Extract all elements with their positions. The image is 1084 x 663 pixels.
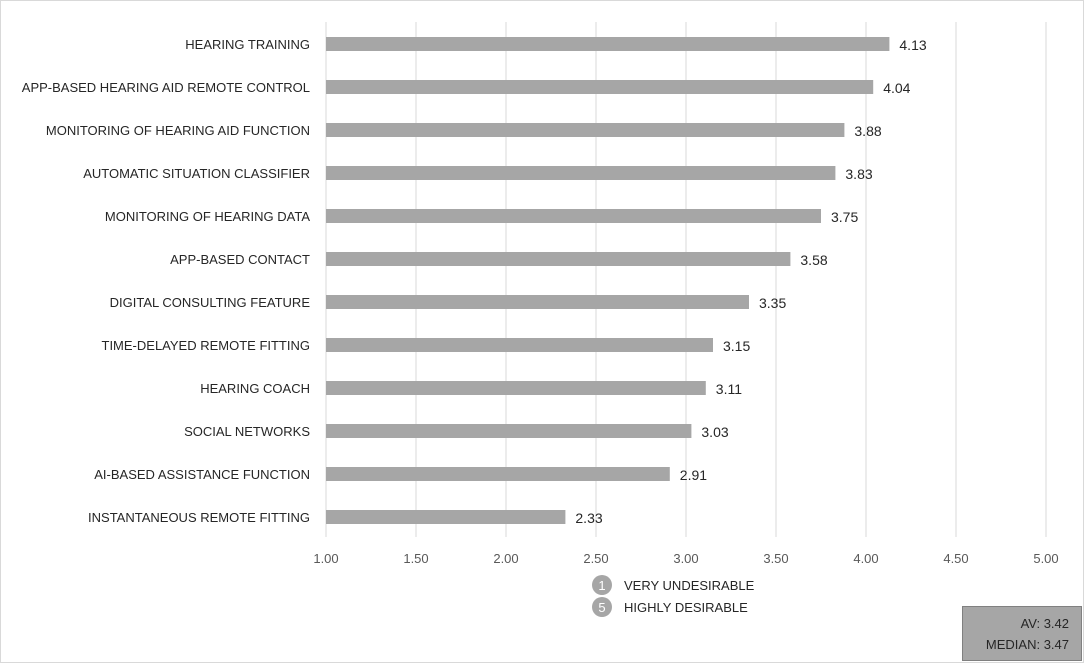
bar xyxy=(326,295,749,309)
legend-item-very-undesirable: 1 VERY UNDESIRABLE xyxy=(592,575,754,595)
labels: 1.00 1.50 2.00 2.50 3.00 3.50 4.00 4.50 5.00 HEAR… xyxy=(22,37,1059,566)
bar xyxy=(326,123,845,137)
category-label: MONITORING OF HEARING AID FUNCTION xyxy=(46,123,310,138)
category-label: HEARING TRAINING xyxy=(185,37,310,52)
bar xyxy=(326,37,890,51)
data-label: 3.75 xyxy=(831,209,858,225)
legend-circle-icon: 1 xyxy=(592,575,612,595)
x-tick-label: 1.00 xyxy=(313,551,338,566)
data-label: 3.11 xyxy=(716,381,742,397)
data-label: 2.33 xyxy=(575,510,602,526)
category-label: AUTOMATIC SITUATION CLASSIFIER xyxy=(83,166,310,181)
category-label: AI-BASED ASSISTANCE FUNCTION xyxy=(94,467,310,482)
legend-label: HIGHLY DESIRABLE xyxy=(624,599,748,615)
average-stat: AV: 3.42 xyxy=(1020,615,1069,631)
legend-circle-icon: 5 xyxy=(592,597,612,617)
bar xyxy=(326,166,836,180)
category-label: APP-BASED CONTACT xyxy=(170,252,310,267)
x-tick-label: 3.50 xyxy=(763,551,788,566)
gridlines xyxy=(325,22,1047,537)
data-label: 2.91 xyxy=(680,467,707,483)
category-label: INSTANTANEOUS REMOTE FITTING xyxy=(88,510,310,525)
category-label: TIME-DELAYED REMOTE FITTING xyxy=(102,338,311,353)
category-label: SOCIAL NETWORKS xyxy=(184,424,310,439)
median-stat: MEDIAN: 3.47 xyxy=(985,636,1069,652)
x-tick-label: 1.50 xyxy=(403,551,428,566)
legend-label: VERY UNDESIRABLE xyxy=(624,577,755,593)
bar xyxy=(326,252,791,266)
data-label: 3.83 xyxy=(845,166,872,182)
data-label: 4.13 xyxy=(899,37,926,53)
x-tick-label: 5.00 xyxy=(1033,551,1058,566)
category-label: APP-BASED HEARING AID REMOTE CONTROL xyxy=(22,80,310,95)
x-tick-label: 4.00 xyxy=(853,551,878,566)
x-tick-label: 2.00 xyxy=(493,551,518,566)
bars xyxy=(326,37,890,524)
stats-box: AV: 3.42 MEDIAN: 3.47 xyxy=(962,606,1082,661)
x-tick-label: 4.50 xyxy=(943,551,968,566)
x-tick-label: 2.50 xyxy=(583,551,608,566)
x-tick-label: 3.00 xyxy=(673,551,698,566)
bar xyxy=(326,209,821,223)
data-label: 3.15 xyxy=(723,338,750,354)
bar xyxy=(326,381,706,395)
bar xyxy=(326,424,692,438)
bar xyxy=(326,467,670,481)
category-label: HEARING COACH xyxy=(200,381,310,396)
bar xyxy=(326,510,566,524)
data-label: 3.03 xyxy=(701,424,728,440)
bar xyxy=(326,338,713,352)
data-label: 3.35 xyxy=(759,295,786,311)
data-label: 4.04 xyxy=(883,80,910,96)
legend-item-highly-desirable: 5 HIGHLY DESIRABLE xyxy=(592,597,748,617)
data-label: 3.88 xyxy=(854,123,881,139)
bar xyxy=(326,80,874,94)
category-label: DIGITAL CONSULTING FEATURE xyxy=(110,295,311,310)
category-label: MONITORING OF HEARING DATA xyxy=(105,209,310,224)
data-label: 3.58 xyxy=(800,252,827,268)
